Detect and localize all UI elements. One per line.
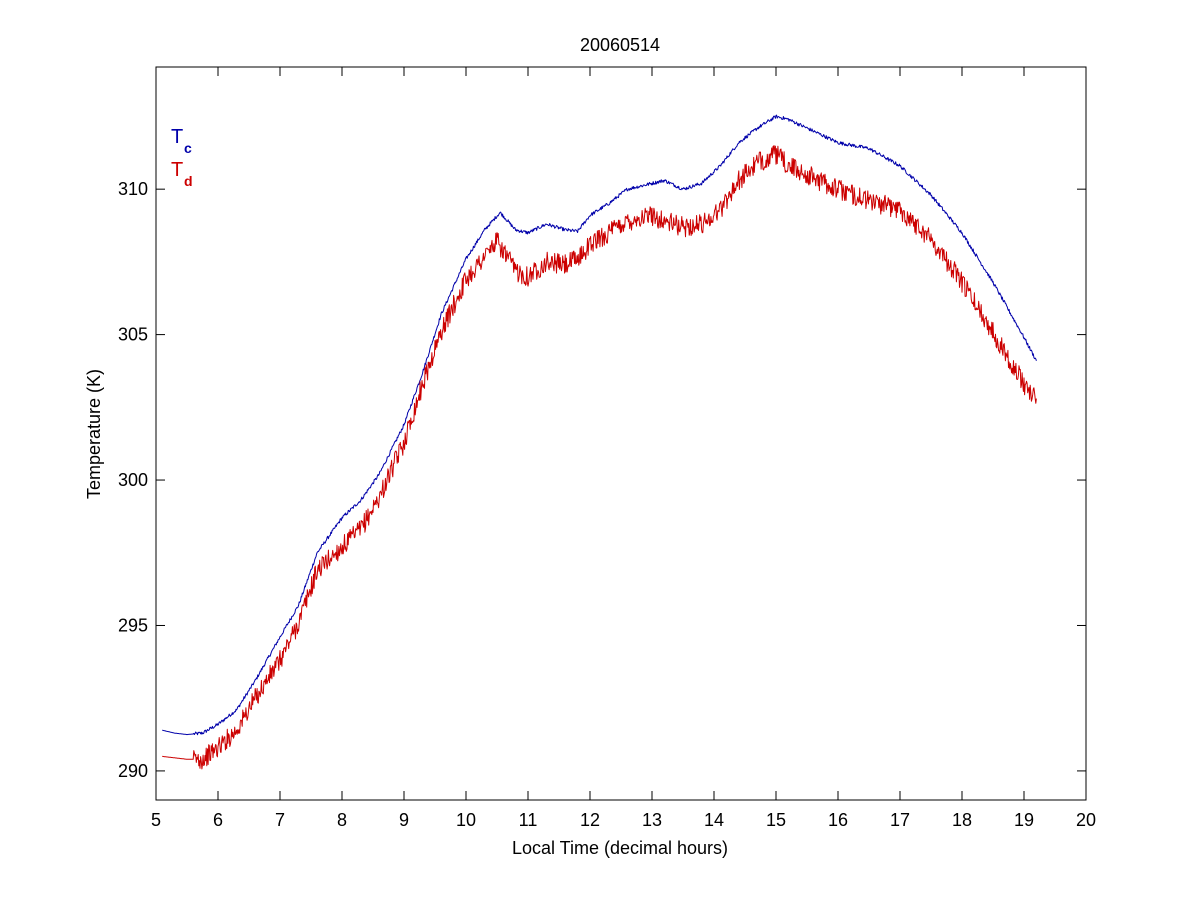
legend-symbol: T bbox=[171, 126, 183, 148]
x-tick-label: 15 bbox=[766, 810, 786, 830]
y-tick-label: 305 bbox=[118, 325, 148, 345]
x-tick-label: 11 bbox=[519, 810, 538, 830]
x-tick-label: 17 bbox=[890, 810, 910, 830]
legend-subscript: c bbox=[184, 140, 192, 156]
series-line-tc bbox=[162, 114, 1037, 736]
x-tick-label: 19 bbox=[1014, 810, 1034, 830]
series-layer bbox=[162, 114, 1037, 770]
x-tick-label: 5 bbox=[151, 810, 161, 830]
y-axis: 290 295 300 305 310 bbox=[118, 179, 1086, 781]
x-tick-label: 10 bbox=[456, 810, 476, 830]
x-axis-label: Local Time (decimal hours) bbox=[512, 838, 728, 858]
x-tick-label: 12 bbox=[580, 810, 600, 830]
legend-symbol: T bbox=[171, 159, 183, 181]
x-tick-label: 8 bbox=[337, 810, 347, 830]
x-tick-label: 20 bbox=[1076, 810, 1096, 830]
y-tick-label: 290 bbox=[118, 761, 148, 781]
y-axis-label: Temperature (K) bbox=[84, 369, 104, 499]
x-tick-label: 13 bbox=[642, 810, 662, 830]
chart-title: 20060514 bbox=[580, 35, 660, 55]
y-tick-label: 295 bbox=[118, 615, 148, 635]
x-tick-label: 7 bbox=[275, 810, 285, 830]
y-tick-label: 300 bbox=[118, 470, 148, 490]
x-tick-label: 18 bbox=[952, 810, 972, 830]
x-tick-label: 9 bbox=[399, 810, 409, 830]
series-line-td bbox=[162, 145, 1037, 770]
x-axis: 5 6 7 8 9 10 11 12 13 14 15 16 17 18 19 20 bbox=[151, 67, 1096, 830]
plot-area bbox=[155, 66, 1087, 801]
x-tick-label: 16 bbox=[828, 810, 848, 830]
x-tick-label: 14 bbox=[704, 810, 724, 830]
x-tick-label: 6 bbox=[213, 810, 223, 830]
legend-subscript: d bbox=[184, 173, 193, 189]
y-tick-label: 310 bbox=[118, 179, 148, 199]
